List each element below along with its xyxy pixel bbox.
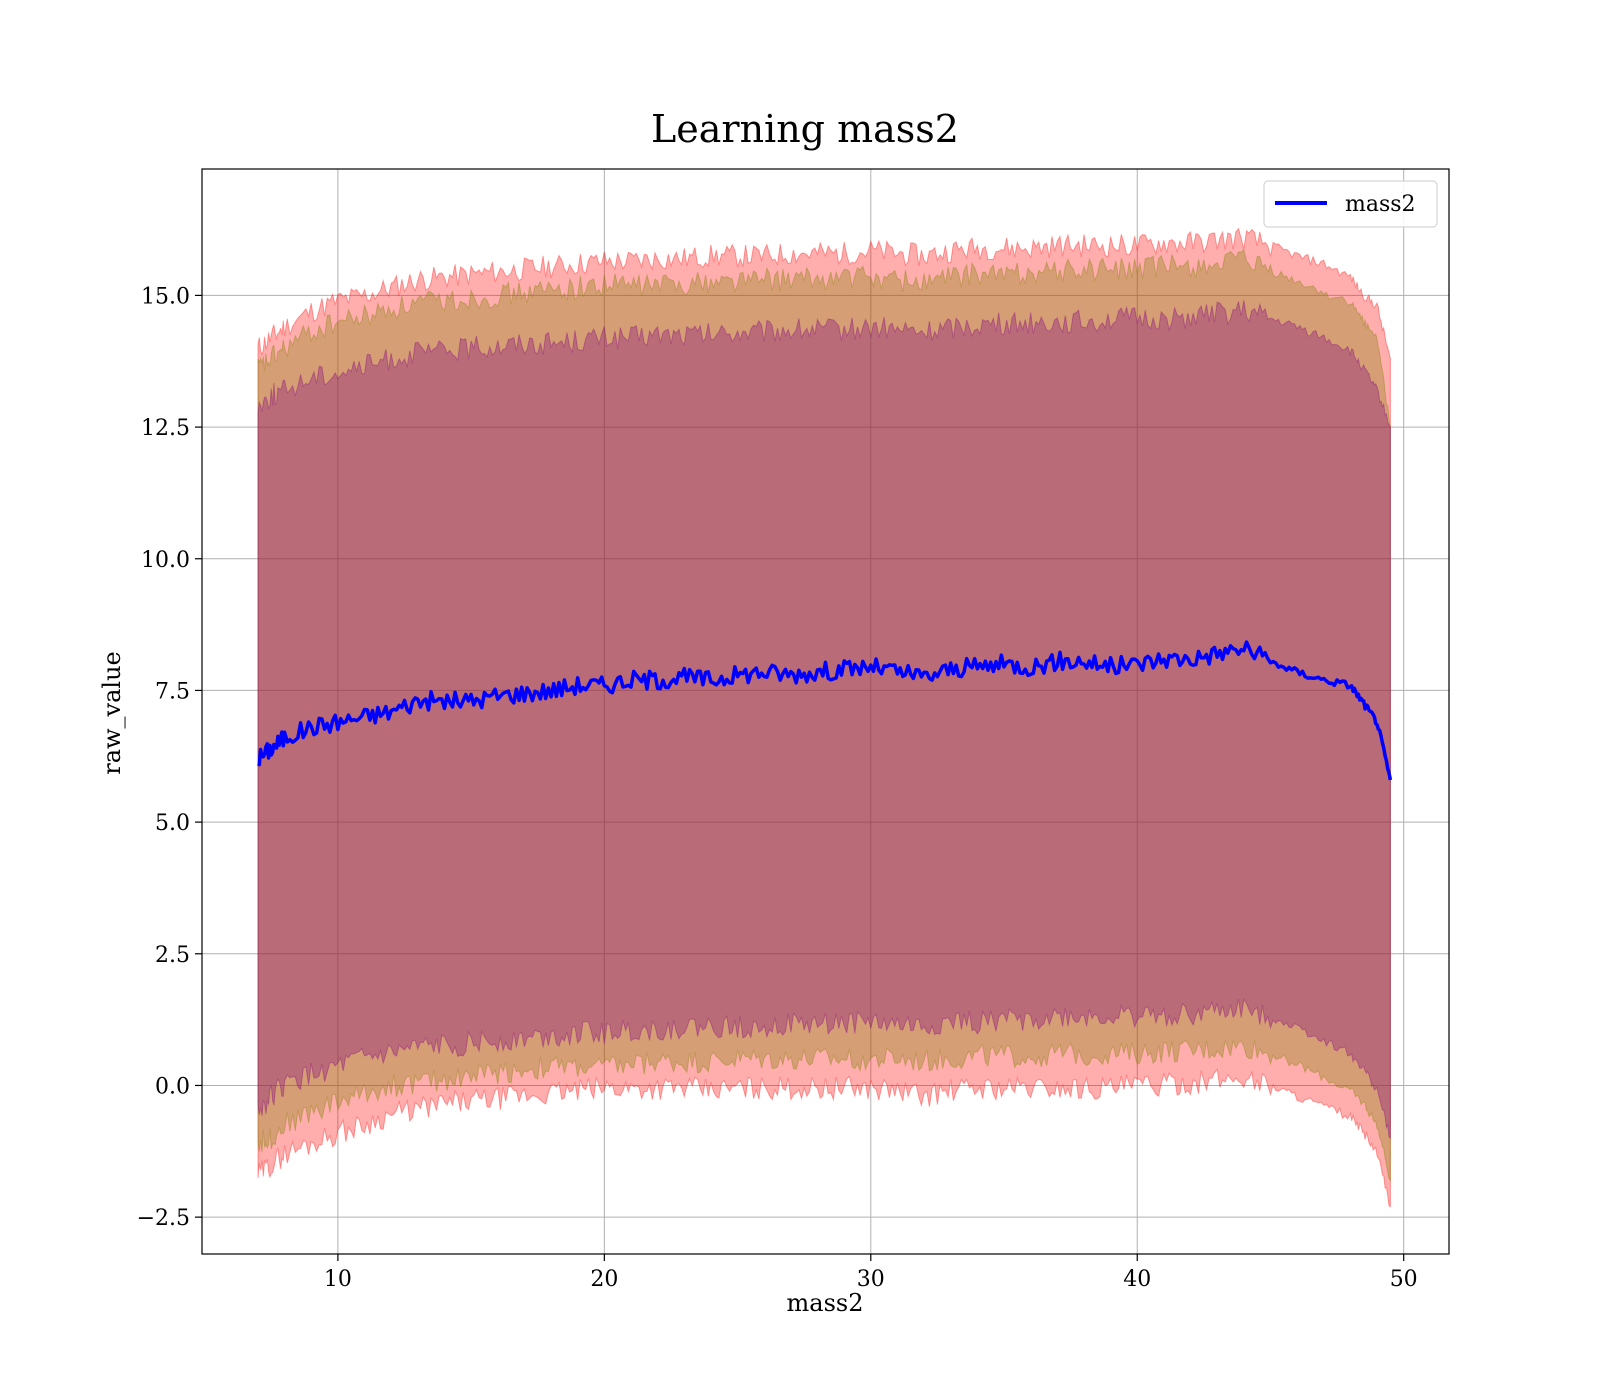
series-line-mass2	[257, 640, 1393, 781]
y-tick-label: 2.5	[155, 943, 190, 968]
series-lines	[257, 640, 1393, 781]
y-tick-label: 5.0	[155, 811, 190, 836]
grid	[202, 169, 1449, 1254]
y-tick-label: 0.0	[155, 1074, 190, 1099]
x-tick-label: 50	[1390, 1267, 1418, 1292]
y-tick-label: 10.0	[141, 548, 190, 573]
y-tick-label: 12.5	[141, 416, 190, 441]
plot-frame	[201, 168, 1450, 1255]
y-axis-label: raw_value	[98, 651, 126, 775]
y-tick-label: 7.5	[155, 679, 190, 704]
confidence-band-3	[257, 300, 1391, 1140]
x-axis: 10 20 30 40 50	[324, 1254, 1418, 1292]
x-tick-label: 40	[1123, 1267, 1151, 1292]
legend-box	[1263, 180, 1438, 228]
confidence-bands	[257, 227, 1391, 1208]
confidence-band-1	[257, 227, 1391, 1208]
confidence-band-2	[257, 248, 1391, 1182]
x-tick-label: 30	[857, 1267, 885, 1292]
chart-title: Learning mass2	[651, 107, 959, 151]
legend-label-mass2: mass2	[1345, 192, 1416, 217]
legend: mass2	[1263, 180, 1438, 228]
x-axis-label: mass2	[787, 1289, 864, 1317]
y-tick-label: −2.5	[137, 1206, 190, 1231]
x-tick-label: 20	[590, 1267, 618, 1292]
y-axis: −2.5 0.0 2.5 5.0 7.5 10.0 12.5 15.0	[137, 284, 202, 1231]
x-tick-label: 10	[324, 1267, 352, 1292]
y-tick-label: 15.0	[141, 284, 190, 309]
